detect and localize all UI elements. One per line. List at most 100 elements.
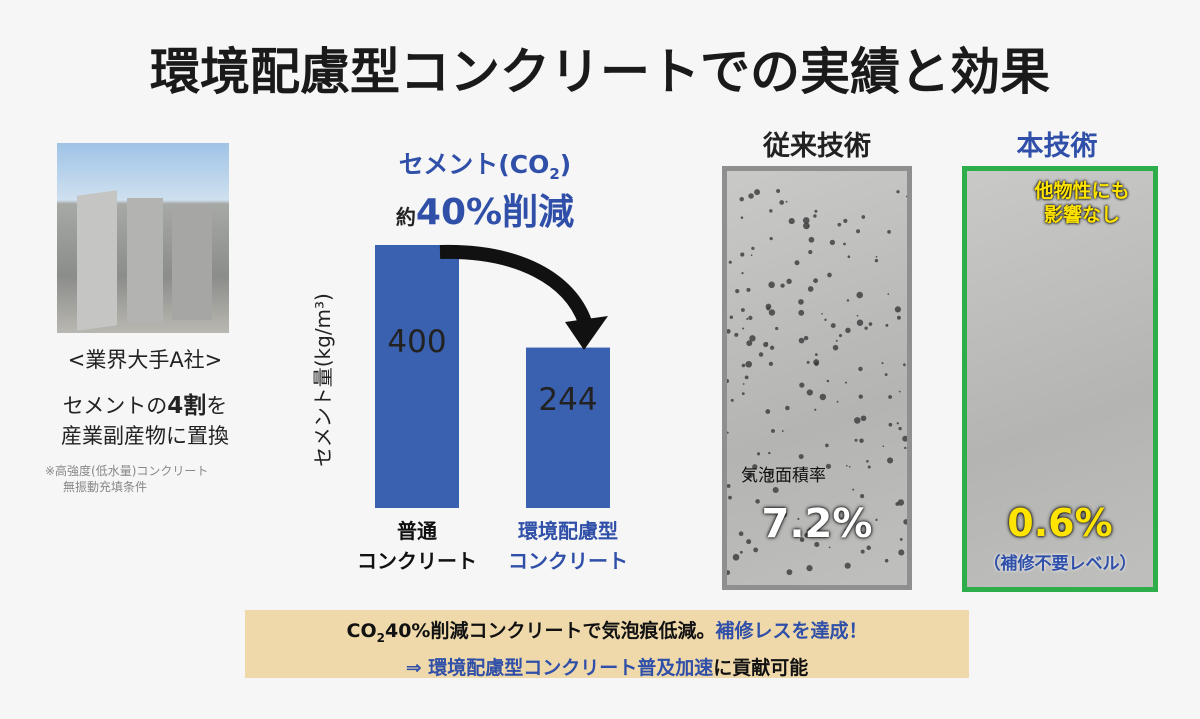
pore	[775, 326, 779, 331]
pore	[808, 250, 813, 255]
text: に貢献可能	[713, 656, 809, 679]
pore	[741, 271, 744, 275]
pore	[868, 322, 873, 326]
pore	[899, 538, 903, 541]
pore	[804, 532, 810, 538]
chart-heading: セメント(CO2)	[330, 145, 640, 183]
emphasis: 補修レスを達成！	[715, 620, 868, 642]
pore	[758, 352, 764, 357]
pore	[894, 306, 901, 313]
pore	[898, 390, 901, 393]
pore	[838, 333, 843, 338]
pore	[864, 326, 868, 330]
pore	[739, 196, 744, 202]
pore	[746, 472, 753, 479]
subscript: 2	[549, 165, 560, 183]
footer-line: ⇒ 環境配慮型コンクリート普及加速に貢献可能	[245, 653, 969, 683]
pore	[744, 375, 749, 380]
pore	[905, 195, 908, 198]
pore	[767, 477, 771, 482]
pore	[856, 229, 861, 234]
pore	[846, 299, 850, 302]
pore	[746, 340, 753, 347]
text: セメント(CO	[398, 150, 550, 179]
pore	[749, 335, 756, 342]
pore	[875, 518, 878, 522]
pore	[888, 422, 893, 427]
pore	[797, 517, 800, 521]
pore	[771, 429, 775, 433]
pore	[854, 417, 861, 424]
data-label: 400	[387, 324, 446, 360]
text: 40%削減コンクリートで気泡痕低減。	[384, 620, 716, 642]
pore	[728, 260, 732, 264]
bar	[375, 245, 459, 508]
pore	[814, 408, 817, 411]
pore	[874, 258, 879, 263]
pore	[856, 319, 864, 326]
pore	[781, 430, 784, 433]
pore	[799, 537, 805, 542]
pore	[741, 363, 746, 368]
pore	[785, 200, 788, 203]
pore	[875, 255, 878, 258]
pore	[779, 200, 785, 205]
pore	[734, 332, 739, 337]
pore	[826, 379, 830, 383]
x-tick-label: 普通 コンクリート	[357, 519, 477, 573]
pore	[859, 438, 864, 443]
pore	[798, 337, 805, 344]
pore	[780, 510, 787, 518]
pore	[786, 569, 793, 576]
pore	[785, 405, 790, 411]
pore	[860, 415, 867, 422]
pore	[730, 398, 734, 402]
pore	[729, 315, 734, 319]
pore	[769, 236, 773, 241]
emphasis: 4割	[167, 393, 207, 419]
pore	[746, 317, 749, 321]
pore	[860, 549, 865, 554]
pore	[858, 366, 863, 372]
pore	[768, 281, 775, 289]
pore	[829, 239, 836, 246]
pore	[902, 435, 909, 442]
text: 約	[395, 205, 416, 229]
proposed-panel: 他物性にも 影響なし 0.6% （補修不要レベル）	[962, 166, 1158, 592]
conventional-panel: 気泡面積率 7.2%	[722, 166, 912, 590]
title: 環境配慮型コンクリートでの実績と効果	[150, 43, 1050, 101]
pore	[896, 422, 899, 425]
pore	[843, 218, 848, 223]
pore	[881, 362, 884, 365]
bar	[526, 347, 610, 508]
pore	[888, 395, 892, 399]
pore	[732, 553, 740, 561]
pore	[740, 216, 744, 219]
pore	[848, 465, 851, 468]
pore	[897, 499, 905, 506]
pore	[772, 486, 779, 494]
pore	[884, 558, 889, 563]
panel-title: 従来技術	[763, 131, 871, 162]
footer-line: CO240%削減コンクリートで気泡痕低減。補修レスを達成！	[245, 616, 969, 653]
emphasis: 40%削減	[415, 192, 575, 233]
pore	[844, 562, 851, 569]
pore	[825, 463, 832, 469]
pore	[845, 327, 851, 334]
pore	[728, 495, 732, 500]
pore	[806, 389, 813, 396]
pore	[807, 286, 814, 292]
left-line2: 産業副産物に置換	[61, 424, 229, 448]
pore	[903, 363, 906, 367]
pore	[808, 236, 815, 243]
pore	[813, 214, 817, 218]
metric-sub: （補修不要レベル）	[983, 554, 1137, 574]
pore	[898, 426, 902, 431]
pore	[814, 209, 818, 213]
subscript: 2	[376, 630, 385, 645]
pore	[741, 392, 745, 396]
pore	[882, 445, 885, 448]
pore	[768, 309, 776, 316]
pore	[854, 438, 858, 442]
